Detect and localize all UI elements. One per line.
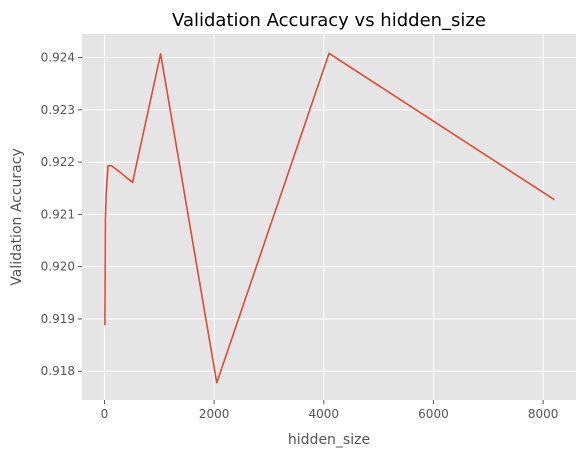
x-tick-label: 0 [101, 407, 109, 421]
y-tick-label: 0.924 [41, 51, 75, 65]
x-tick-label: 4000 [309, 407, 340, 421]
chart-title: Validation Accuracy vs hidden_size [172, 10, 486, 31]
y-tick-label: 0.918 [41, 364, 75, 378]
y-tick-label: 0.920 [41, 260, 75, 274]
y-tick-label: 0.923 [41, 103, 75, 117]
y-axis-ticks: 0.918 0.919 0.920 0.921 0.922 0.923 0.924 [41, 51, 82, 378]
y-tick-label: 0.922 [41, 155, 75, 169]
series-layer [104, 52, 555, 384]
x-axis-label: hidden_size [288, 432, 370, 448]
grid [82, 34, 576, 400]
y-tick-label: 0.921 [41, 207, 75, 221]
plot-background [82, 34, 576, 400]
x-tick-label: 8000 [528, 407, 559, 421]
series-line [104, 52, 555, 384]
y-tick-label: 0.919 [41, 312, 75, 326]
y-axis-label: Validation Accuracy [9, 148, 25, 286]
x-axis-ticks: 0 2000 4000 6000 8000 [101, 400, 559, 421]
x-tick-label: 6000 [418, 407, 449, 421]
x-tick-label: 2000 [199, 407, 230, 421]
